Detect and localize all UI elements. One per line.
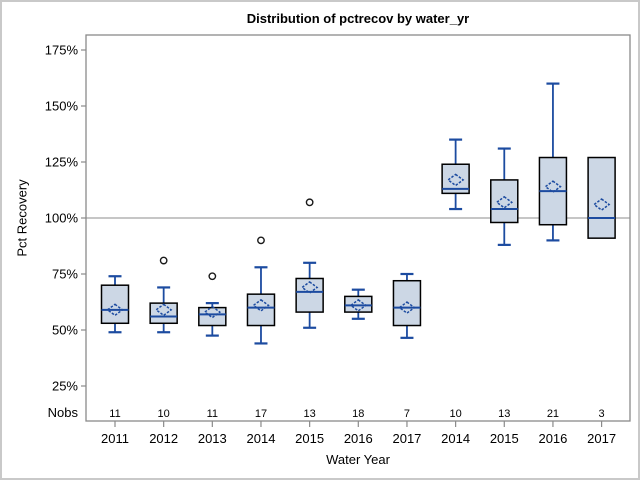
y-tick-label: 150% (45, 99, 79, 114)
x-tick-label: 2012 (149, 431, 178, 446)
nobs-value: 10 (449, 408, 461, 420)
y-tick-label: 175% (45, 43, 79, 58)
nobs-row-label: Nobs (47, 405, 78, 420)
x-tick-label: 2017 (587, 431, 616, 446)
outlier-point (159, 256, 168, 265)
outlier-point (305, 198, 314, 207)
x-tick-label: 2011 (101, 431, 129, 446)
mean-diamond (398, 301, 416, 315)
box-iqr (344, 295, 373, 313)
y-tick-label: 25% (52, 379, 78, 394)
x-tick-label: 2014 (441, 431, 470, 446)
x-tick-label: 2013 (198, 431, 227, 446)
nobs-value: 13 (498, 408, 510, 420)
x-tick-label: 2015 (295, 431, 324, 446)
nobs-value: 10 (158, 408, 170, 420)
mean-diamond (106, 303, 124, 317)
nobs-value: 18 (352, 408, 364, 420)
mean-diamond (349, 298, 368, 312)
nobs-value: 21 (547, 408, 559, 420)
nobs-value: 17 (255, 408, 267, 420)
x-tick-label: 2016 (344, 431, 373, 446)
y-tick-label: 100% (45, 211, 79, 226)
mean-diamond (446, 173, 465, 187)
outlier-point (257, 236, 265, 245)
nobs-value: 3 (599, 408, 605, 420)
nobs-value: 7 (404, 408, 410, 420)
y-tick-label: 75% (52, 267, 78, 282)
box-iqr (295, 277, 324, 313)
x-tick-label: 2016 (538, 431, 567, 446)
x-tick-label: 2017 (392, 431, 421, 446)
box-iqr (490, 179, 519, 224)
y-tick-label: 50% (52, 323, 78, 338)
box-iqr (587, 156, 616, 239)
nobs-value: 11 (109, 408, 120, 420)
y-tick-label: 125% (45, 155, 79, 170)
box-iqr (149, 302, 178, 325)
mean-diamond (592, 198, 611, 211)
mean-diamond (154, 303, 173, 317)
mean-diamond (203, 305, 222, 319)
chart-title: Distribution of pctrecov by water_yr (246, 11, 470, 26)
mean-diamond (300, 281, 319, 294)
box-iqr (392, 279, 422, 327)
box-iqr (198, 306, 227, 327)
box-iqr (246, 293, 276, 327)
x-tick-label: 2015 (490, 431, 519, 446)
mean-diamond (495, 195, 514, 209)
nobs-value: 11 (207, 408, 218, 420)
x-tick-label: 2014 (247, 431, 276, 446)
mean-diamond (252, 298, 270, 312)
nobs-value: 13 (304, 408, 316, 420)
plot-frame (85, 34, 631, 422)
x-axis-label: Water Year (326, 452, 390, 467)
mean-diamond (544, 180, 562, 194)
outlier-point (208, 272, 217, 281)
